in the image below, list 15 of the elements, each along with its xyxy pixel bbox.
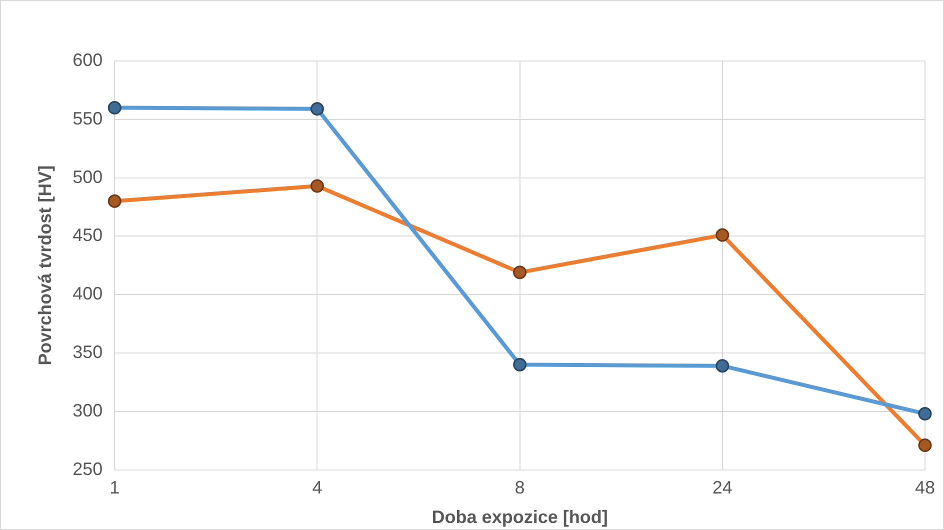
x-tick-label: 8 (514, 478, 525, 498)
x-tick-label: 1 (110, 478, 120, 498)
y-tick-label: 550 (72, 108, 103, 128)
y-tick-label: 250 (72, 458, 103, 479)
x-tick-label: 24 (712, 478, 732, 498)
y-tick-label: 450 (72, 225, 103, 246)
y-tick-label: 350 (72, 342, 103, 362)
y-tick-label: 400 (72, 284, 103, 304)
x-tick-label: 4 (312, 478, 322, 498)
x-axis-title: Doba expozice [hod] (432, 507, 608, 528)
x-tick-label: 48 (914, 478, 936, 498)
y-tick-label: 500 (72, 166, 103, 187)
y-tick-label: 600 (72, 50, 103, 70)
y-tick-label: 300 (72, 400, 103, 420)
y-axis-title: Povrchová tvrdost [HV] (34, 165, 55, 366)
